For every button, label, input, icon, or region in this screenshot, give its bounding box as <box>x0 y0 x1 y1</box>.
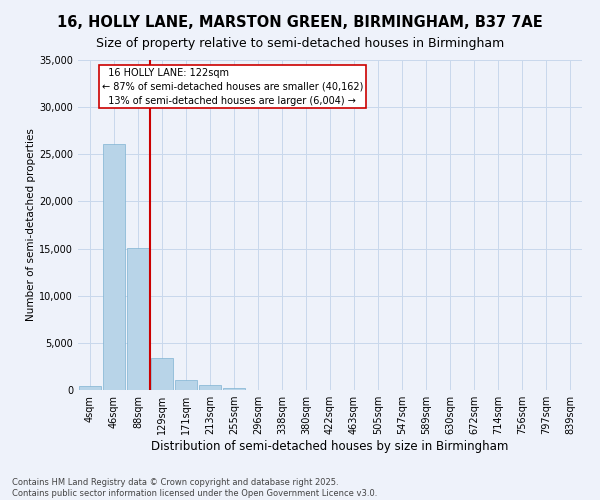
X-axis label: Distribution of semi-detached houses by size in Birmingham: Distribution of semi-detached houses by … <box>151 440 509 453</box>
Bar <box>127 248 149 390</box>
Text: 16, HOLLY LANE, MARSTON GREEN, BIRMINGHAM, B37 7AE: 16, HOLLY LANE, MARSTON GREEN, BIRMINGHA… <box>57 15 543 30</box>
Bar <box>151 358 173 390</box>
Text: Size of property relative to semi-detached houses in Birmingham: Size of property relative to semi-detach… <box>96 38 504 51</box>
Bar <box>103 144 125 390</box>
Y-axis label: Number of semi-detached properties: Number of semi-detached properties <box>26 128 37 322</box>
Text: 16 HOLLY LANE: 122sqm
← 87% of semi-detached houses are smaller (40,162)
  13% o: 16 HOLLY LANE: 122sqm ← 87% of semi-deta… <box>102 68 364 106</box>
Bar <box>175 380 197 390</box>
Bar <box>199 386 221 390</box>
Bar <box>223 388 245 390</box>
Bar <box>79 386 101 390</box>
Text: Contains HM Land Registry data © Crown copyright and database right 2025.
Contai: Contains HM Land Registry data © Crown c… <box>12 478 377 498</box>
